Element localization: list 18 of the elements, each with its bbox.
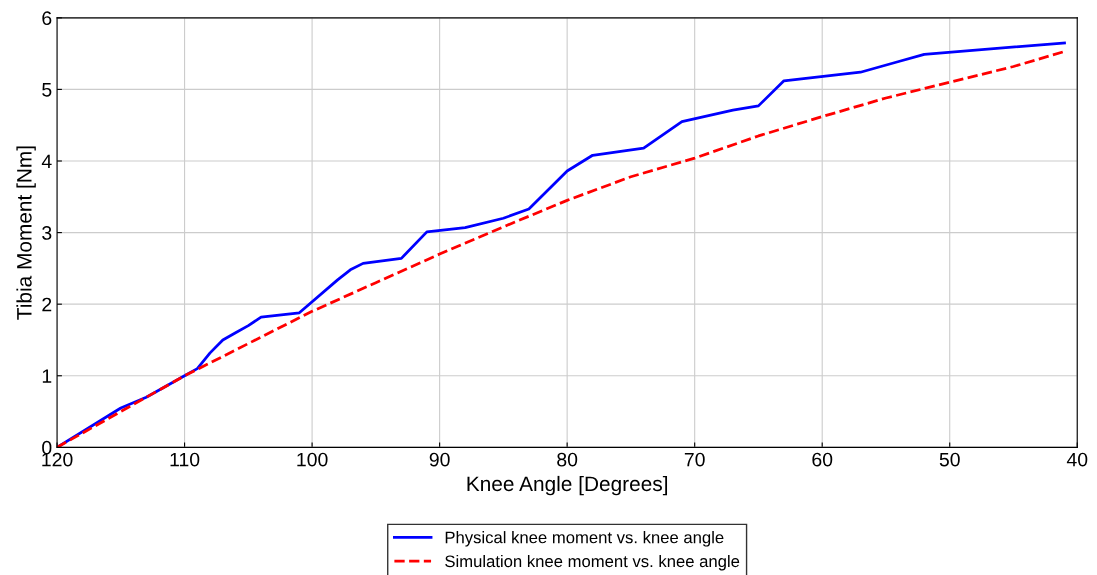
x-tick-label: 80 (557, 452, 578, 467)
y-tick-label: 6 (42, 11, 52, 26)
y-tick-label: 5 (42, 83, 52, 97)
x-tick-label: 90 (429, 452, 450, 467)
x-tick-label: 50 (939, 452, 960, 467)
x-tick-label: 70 (684, 452, 705, 467)
x-tick-label: 100 (297, 452, 328, 467)
x-tick-label: 40 (1066, 452, 1088, 467)
x-tick-label: 110 (170, 452, 200, 467)
y-tick-label: 4 (41, 154, 52, 169)
x-axis-title: Knee Angle [Degrees] (467, 475, 668, 496)
y-tick-label: 1 (42, 369, 52, 383)
y-tick-label: 2 (42, 297, 52, 312)
legend-label: Simulation knee moment vs. knee angle (445, 554, 740, 571)
x-tick-label: 60 (812, 452, 833, 467)
y-axis-title: Tibia Moment [Nm] (16, 146, 36, 320)
legend-label: Physical knee moment vs. knee angle (445, 531, 724, 547)
y-tick-label: 3 (42, 226, 52, 240)
